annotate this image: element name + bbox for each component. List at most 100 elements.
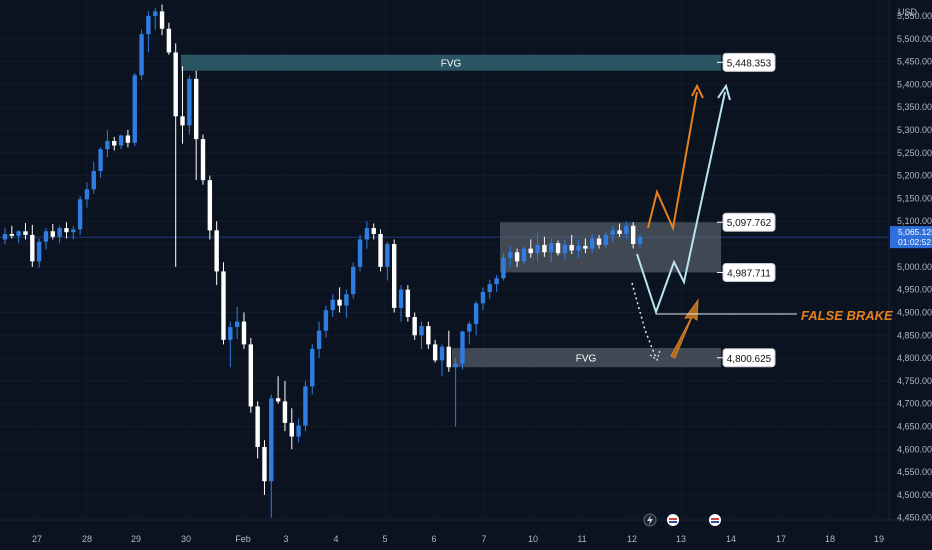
currency-label: USD	[898, 7, 918, 17]
candle	[296, 418, 301, 443]
flag-icon[interactable]	[709, 514, 721, 526]
candle	[467, 321, 472, 345]
candle	[590, 234, 595, 254]
candle	[610, 225, 615, 242]
candle-body	[269, 398, 274, 482]
candle	[617, 223, 622, 237]
candle-body	[398, 289, 404, 308]
candle-body	[371, 228, 376, 234]
candle	[221, 262, 226, 345]
candle-body	[214, 230, 219, 272]
candle	[501, 253, 506, 281]
candle	[439, 344, 445, 377]
candle-body	[364, 228, 370, 240]
y-tick-label: 5,550.000	[897, 11, 932, 21]
candle	[583, 238, 588, 254]
candle	[357, 234, 363, 272]
candle	[316, 321, 322, 359]
candle	[487, 279, 492, 299]
candle-body	[555, 243, 561, 254]
candle	[624, 221, 629, 240]
candle	[214, 221, 219, 286]
candle	[569, 234, 574, 255]
candle-body	[193, 78, 199, 140]
candle	[562, 239, 568, 260]
candle-body	[487, 284, 492, 292]
y-tick-label: 4,850.000	[897, 330, 932, 340]
candle	[378, 229, 383, 272]
candle-body	[9, 234, 15, 236]
candle	[542, 236, 547, 257]
candle-body	[596, 238, 602, 245]
countdown-text: 01:02:52	[898, 237, 931, 247]
x-tick-label: 6	[431, 534, 436, 544]
x-tick-label: 10	[528, 534, 538, 544]
candle-body	[378, 234, 383, 267]
candle-body	[91, 171, 96, 190]
y-tick-label: 5,100.000	[897, 216, 932, 226]
candle-body	[36, 241, 42, 262]
candle-body	[432, 344, 438, 361]
candle	[330, 294, 335, 318]
candle-body	[453, 363, 458, 368]
x-tick-label: 19	[874, 534, 884, 544]
candle-body	[412, 317, 417, 336]
candle-body	[112, 140, 117, 146]
candle	[351, 262, 356, 299]
event-icons[interactable]	[643, 513, 721, 527]
candle	[576, 239, 581, 258]
candle-body	[344, 294, 349, 306]
candle	[494, 275, 499, 292]
bullish-projection-orange	[647, 91, 698, 232]
price-label-4987: 4,987.711	[727, 268, 771, 279]
candle-body	[84, 189, 90, 200]
candle	[323, 305, 329, 338]
candle-body	[630, 225, 636, 245]
candle-body	[590, 238, 595, 249]
candle	[426, 321, 431, 349]
candle	[146, 11, 151, 53]
lightning-icon[interactable]	[643, 513, 657, 527]
candle-body	[610, 230, 615, 235]
fvg-lower-label: FVG	[576, 354, 597, 365]
x-tick-label: 17	[776, 534, 786, 544]
candle	[255, 401, 260, 459]
dotted-arrowhead	[649, 349, 661, 361]
candle-body	[200, 139, 206, 181]
candle	[180, 66, 185, 144]
candle	[77, 196, 83, 235]
candle	[275, 376, 281, 404]
candle	[398, 285, 404, 322]
candle-body	[2, 234, 8, 240]
y-tick-label: 5,350.000	[897, 102, 932, 112]
candle	[453, 358, 458, 427]
candle-body	[71, 229, 76, 233]
candle	[282, 380, 288, 432]
candle	[262, 440, 267, 495]
candle	[193, 70, 199, 181]
candle-body	[316, 330, 322, 349]
candle-body	[180, 116, 185, 126]
price-label-4800: 4,800.625	[727, 354, 772, 365]
projection-paths	[631, 83, 797, 361]
x-tick-label: 30	[181, 534, 191, 544]
candle-body	[105, 140, 110, 150]
candle-body	[289, 422, 294, 437]
flag-icon[interactable]	[667, 514, 679, 526]
y-tick-label: 4,800.000	[897, 353, 932, 363]
candle	[64, 222, 69, 239]
candle-body	[562, 244, 568, 254]
candle	[528, 239, 533, 258]
candle	[630, 222, 636, 249]
candle	[337, 287, 342, 313]
candle-body	[248, 344, 254, 407]
candle	[159, 4, 165, 36]
x-tick-label: 11	[577, 534, 586, 544]
candle-body	[535, 244, 540, 254]
candle	[391, 239, 397, 313]
candle	[153, 7, 158, 30]
candle-body	[57, 228, 62, 237]
y-tick-label: 4,500.000	[897, 490, 932, 500]
candle-body	[617, 230, 622, 234]
